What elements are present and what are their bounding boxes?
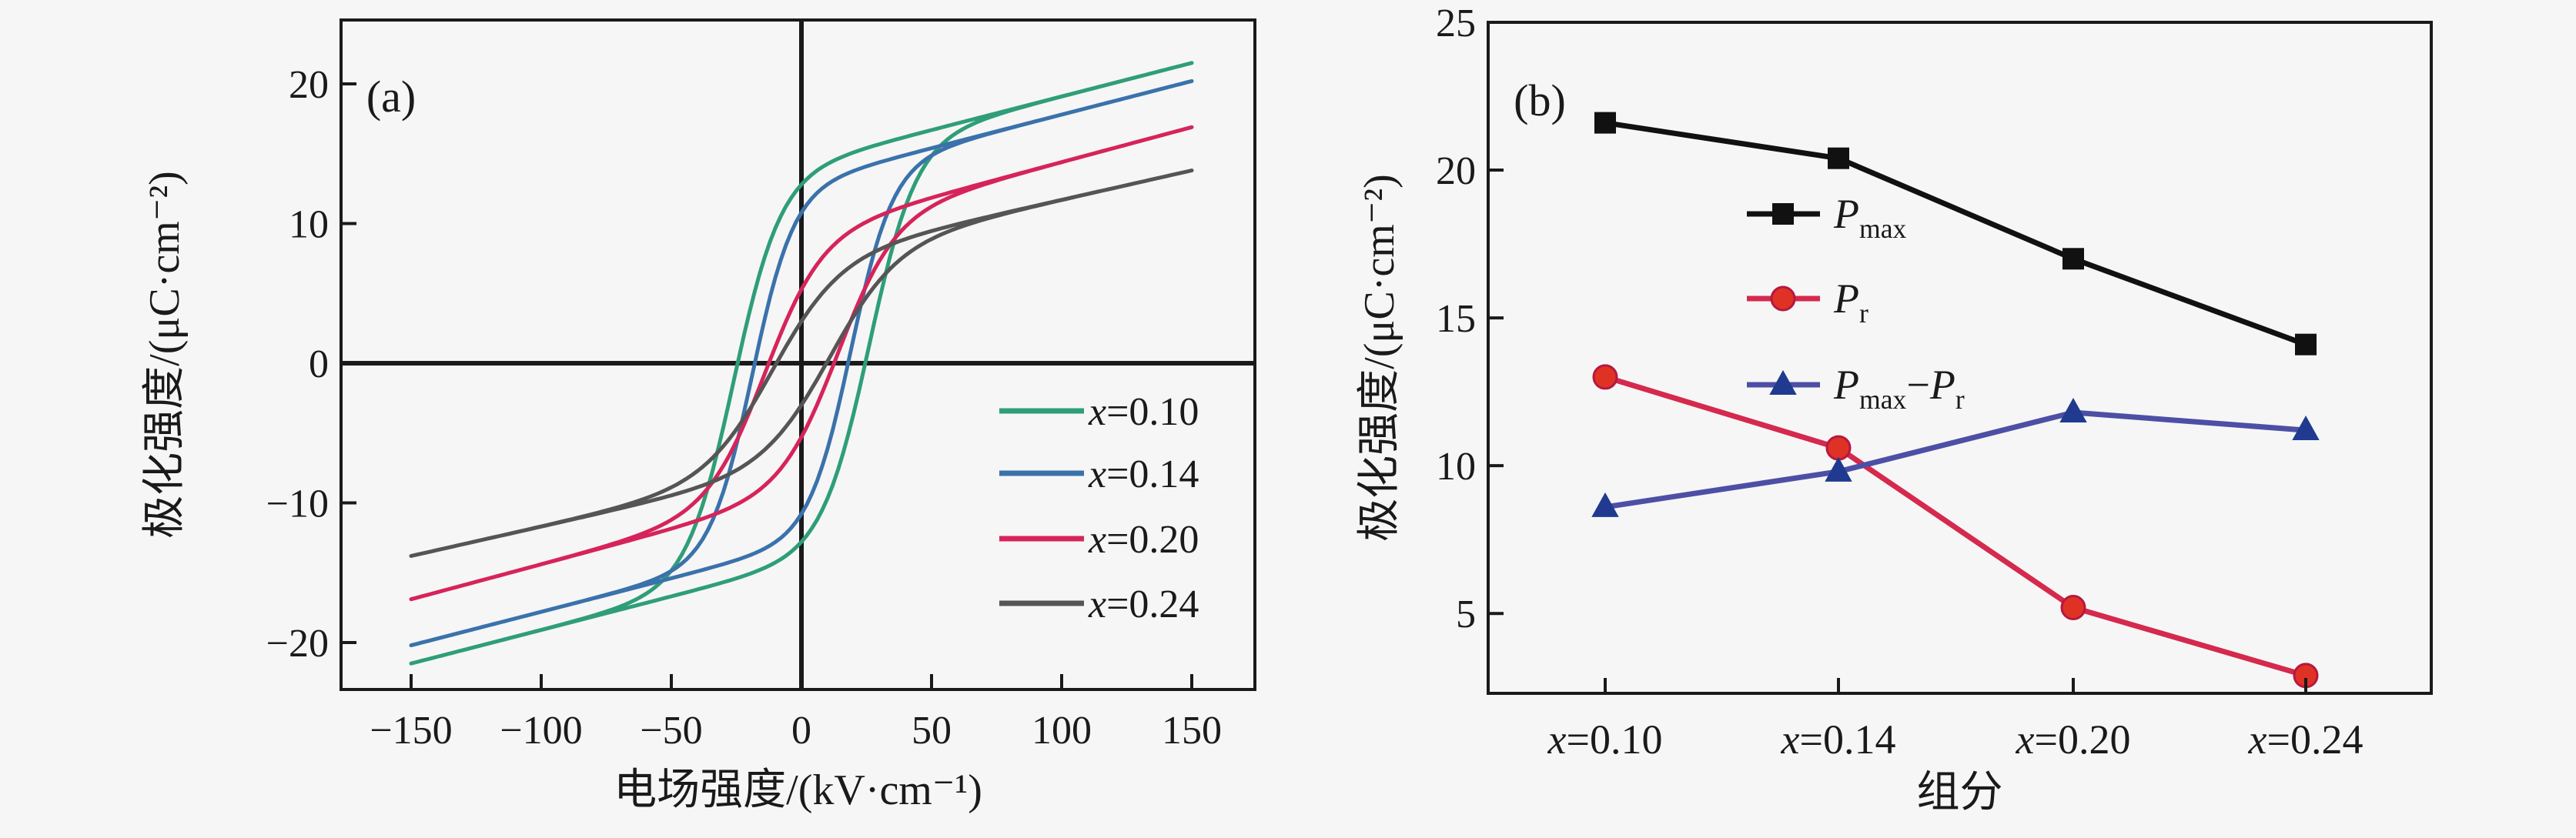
x-tick-label: −50 — [640, 709, 702, 753]
legend-marker-Pmax-Pr — [1769, 369, 1797, 395]
marker-Pmax-x=0.14 — [1828, 147, 1849, 169]
y-tick-label: 10 — [289, 203, 329, 247]
y-tick-label: 15 — [1436, 297, 1476, 341]
x-category-label: x=0.24 — [2248, 716, 2364, 763]
legend-label-x=0.24: x=0.24 — [1088, 583, 1199, 626]
y-axis-title-b: 极化强度/(μC·cm⁻²) — [1356, 174, 1403, 542]
legend-label-Pmax: Pmax — [1833, 191, 1907, 244]
plot-frame-b — [1487, 21, 2433, 695]
chart-b-polarization-vs-composition: x=0.10 x=0.14 x=0.20 x=0.24 5 10 15 20 25 Pmax Pr P… — [1356, 2, 2433, 816]
x-category-label: x=0.10 — [1547, 716, 1663, 763]
y-tick-label: 20 — [1436, 149, 1476, 193]
series-line-Pmax — [1604, 120, 2307, 347]
marker-Pmax-x=0.10 — [1594, 112, 1616, 134]
legend-label-x=0.20: x=0.20 — [1088, 518, 1199, 562]
marker-Pr-x=0.10 — [1592, 364, 1618, 390]
y-tick-label: 10 — [1436, 445, 1476, 489]
y-tick-label: 25 — [1436, 2, 1476, 45]
hysteresis-loop-x=0.24 — [409, 169, 1194, 558]
marker-Pmax-Pr-x=0.14 — [1825, 456, 1852, 482]
marker-Pr-x=0.14 — [1825, 435, 1852, 461]
hysteresis-loop-x=0.20 — [409, 125, 1194, 602]
y-tick-label: −10 — [266, 482, 329, 526]
legend-label-x=0.10: x=0.10 — [1088, 390, 1199, 434]
x-tick-label: 50 — [912, 709, 952, 753]
x-axis-title-b: 组分 — [1917, 769, 2003, 816]
series-line-Pmax-Pr — [1604, 409, 2307, 510]
y-tick-label: 5 — [1456, 593, 1476, 636]
legend-label-Pr: Pr — [1833, 275, 1868, 329]
y-tick-label: 20 — [289, 63, 329, 107]
marker-Pmax-Pr-x=0.24 — [2292, 415, 2320, 441]
plot-frame-a — [340, 18, 1256, 691]
marker-Pmax-Pr-x=0.20 — [2059, 397, 2087, 423]
x-tick-label: −100 — [500, 709, 582, 753]
legend-label-Pmax-Pr: Pmax−Pr — [1833, 362, 1965, 415]
legend-label-x=0.14: x=0.14 — [1088, 452, 1199, 496]
x-category-label: x=0.20 — [2016, 716, 2131, 763]
marker-Pmax-x=0.24 — [2295, 333, 2317, 356]
marker-Pr-x=0.20 — [2060, 595, 2086, 621]
legend-marker-Pr — [1770, 285, 1796, 312]
legend-marker-Pmax — [1772, 203, 1794, 225]
y-tick-label: 0 — [309, 342, 329, 386]
marker-Pmax-x=0.20 — [2062, 248, 2084, 270]
hysteresis-loop-x=0.14 — [409, 78, 1194, 648]
x-axis-title-a: 电场强度/(kV·cm⁻¹) — [614, 766, 982, 814]
x-tick-label: 150 — [1162, 709, 1222, 753]
panel-label-b: (b) — [1514, 75, 1566, 125]
panel-label-a: (a) — [366, 72, 416, 122]
marker-Pmax-Pr-x=0.10 — [1591, 492, 1619, 517]
series-line-Pr — [1604, 374, 2307, 679]
x-tick-label: 0 — [791, 709, 811, 753]
y-tick-label: −20 — [266, 622, 329, 666]
x-category-label: x=0.14 — [1781, 716, 1896, 763]
y-axis-title-a: 极化强度/(μC·cm⁻²) — [141, 171, 189, 539]
x-tick-label: −150 — [370, 709, 452, 753]
chart-a-hysteresis-loops: −150 −100 −50 0 50 100 150−20−1001020x=0.10x=0… — [141, 18, 1256, 814]
x-tick-label: 100 — [1032, 709, 1092, 753]
